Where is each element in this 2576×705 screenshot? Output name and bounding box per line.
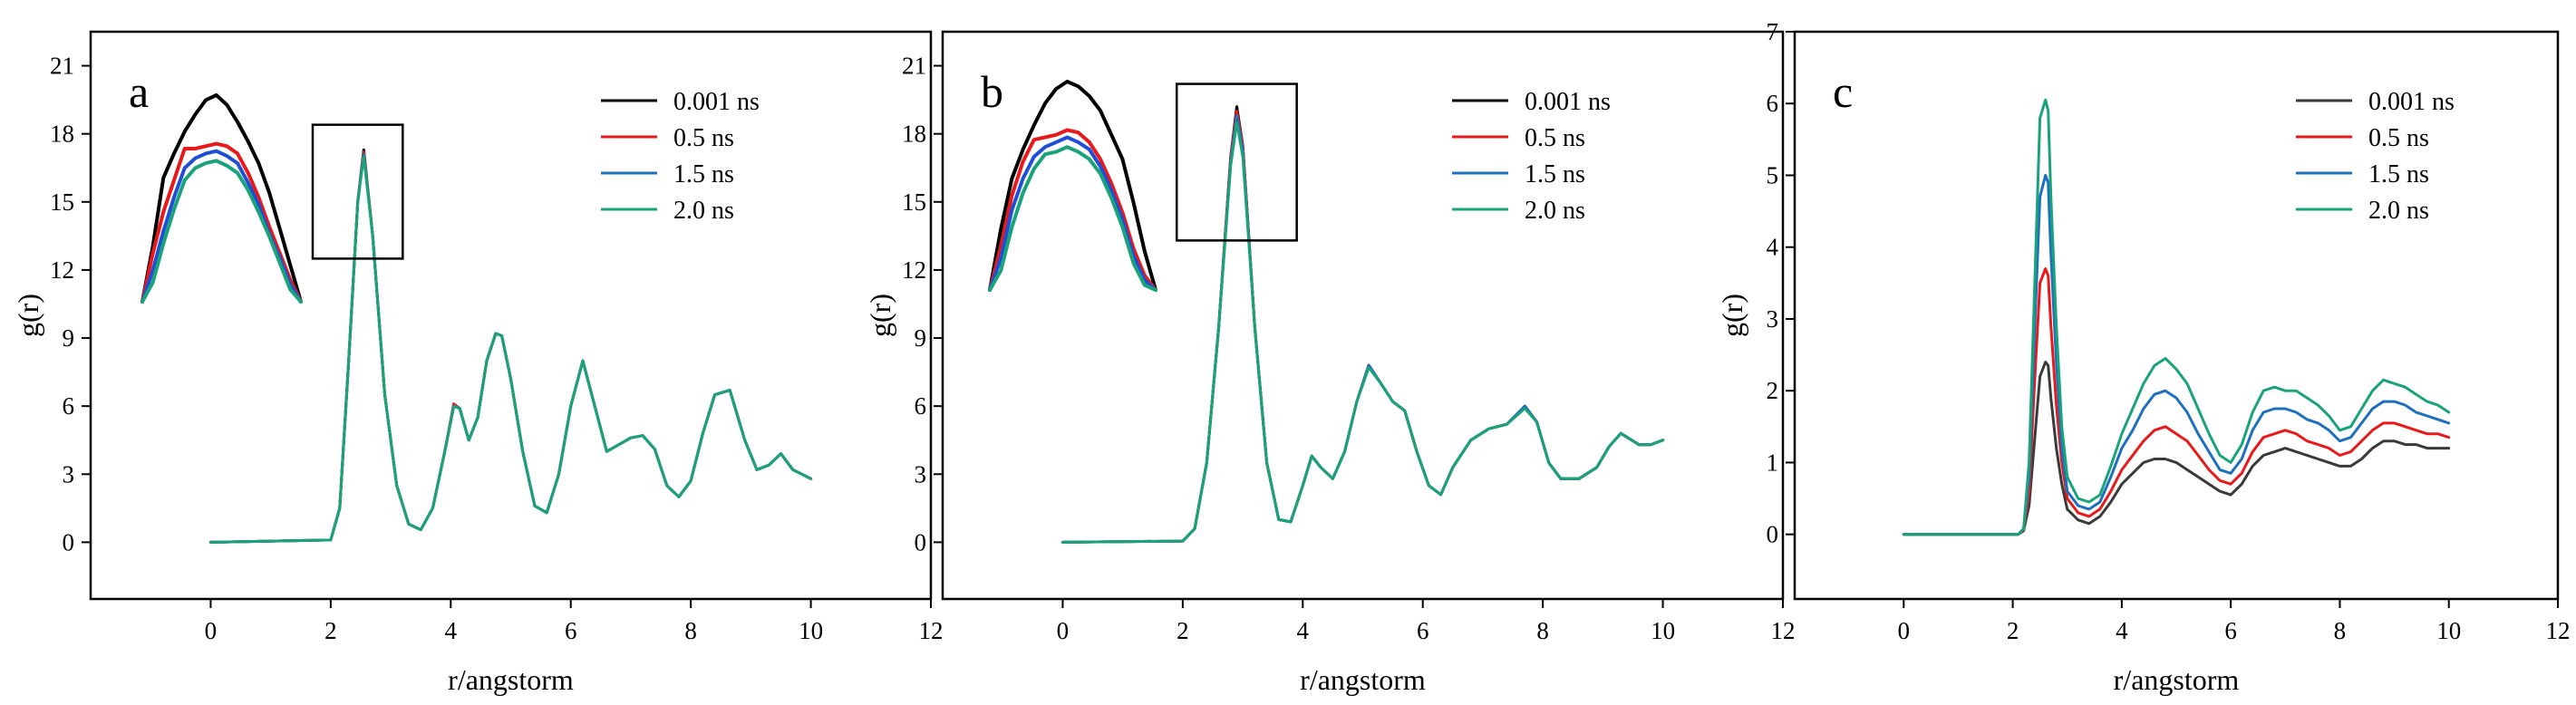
y-tick-label: 2 <box>1767 377 1779 404</box>
y-tick-label: 6 <box>1767 90 1779 117</box>
y-tick-label: 0 <box>63 528 75 555</box>
series-line-1-5ns <box>1902 174 2451 536</box>
x-tick-label: 0 <box>1057 617 1070 644</box>
y-tick-label: 0 <box>1767 521 1779 548</box>
plot-frame <box>941 30 1785 601</box>
legend-label: 0.001 ns <box>2368 88 2455 116</box>
inset-line-0-5ns <box>988 128 1157 292</box>
inset-line-1-5ns <box>988 135 1157 292</box>
x-tick-label: 6 <box>1417 617 1429 644</box>
y-tick-label: 12 <box>902 256 926 284</box>
x-tick-label: 12 <box>2546 617 2571 644</box>
legend-label: 1.5 ns <box>673 160 734 188</box>
inset-line-0-001ns <box>988 80 1157 292</box>
y-tick-label: 3 <box>1767 305 1779 333</box>
y-tick-label: 0 <box>915 528 927 555</box>
x-tick-label: 0 <box>205 617 218 644</box>
y-tick-label: 18 <box>902 121 926 148</box>
x-tick-label: 8 <box>2334 617 2347 644</box>
legend-label: 0.5 ns <box>2368 124 2429 152</box>
x-axis-label: r/angstorm <box>2114 663 2240 696</box>
plot-frame <box>89 30 933 601</box>
legend-label: 1.5 ns <box>2368 160 2429 188</box>
panel-label: c <box>1833 66 1853 117</box>
legend-label: 2.0 ns <box>1525 197 1585 225</box>
y-tick-label: 21 <box>50 53 74 80</box>
y-tick-label: 21 <box>902 53 926 80</box>
legend-label: 0.5 ns <box>1525 124 1585 152</box>
y-tick-label: 4 <box>1767 234 1779 261</box>
y-tick-label: 15 <box>50 188 74 216</box>
zoom-box <box>1175 82 1298 242</box>
y-tick-label: 6 <box>915 392 927 420</box>
y-tick-label: 9 <box>63 324 75 352</box>
inset-line-2-0ns <box>988 145 1157 292</box>
y-axis-label: g(r) <box>864 294 896 337</box>
legend-label: 0.001 ns <box>673 88 760 116</box>
y-tick-label: 15 <box>902 188 926 216</box>
x-tick-label: 6 <box>2224 617 2237 644</box>
x-axis-label: r/angstorm <box>448 663 574 696</box>
panel-label: b <box>981 66 1003 117</box>
x-axis-label: r/angstorm <box>1300 663 1426 696</box>
x-tick-label: 2 <box>2007 617 2019 644</box>
legend-label: 0.5 ns <box>673 124 734 152</box>
y-tick-label: 6 <box>63 392 75 420</box>
x-tick-label: 10 <box>2436 617 2461 644</box>
inset-line-2-0ns <box>140 159 303 304</box>
x-tick-label: 6 <box>565 617 577 644</box>
inset-line-0-001ns <box>140 93 303 304</box>
plot-frame <box>1793 30 2560 601</box>
y-tick-label: 3 <box>915 460 927 488</box>
x-tick-label: 4 <box>445 617 458 644</box>
y-tick-label: 5 <box>1767 161 1779 188</box>
series-line-0-001ns <box>1902 361 2451 536</box>
x-tick-label: 4 <box>1297 617 1310 644</box>
legend-label: 0.001 ns <box>1525 88 1611 116</box>
series-line-0-5ns <box>1902 267 2451 536</box>
series-line-2-0ns <box>1902 98 2451 536</box>
zoom-box <box>311 123 404 260</box>
y-axis-label: g(r) <box>1716 294 1748 337</box>
x-tick-label: 8 <box>1536 617 1549 644</box>
x-tick-label: 4 <box>2116 617 2128 644</box>
y-tick-label: 18 <box>50 121 74 148</box>
legend-label: 2.0 ns <box>673 197 734 225</box>
x-tick-label: 12 <box>1771 617 1796 644</box>
y-tick-label: 7 <box>1767 18 1779 45</box>
series-line-2-0ns <box>1060 121 1665 544</box>
y-tick-label: 1 <box>1767 449 1779 476</box>
legend-label: 2.0 ns <box>2368 197 2429 225</box>
x-tick-label: 12 <box>919 617 944 644</box>
x-tick-label: 8 <box>684 617 697 644</box>
y-tick-label: 9 <box>915 324 927 352</box>
x-tick-label: 2 <box>324 617 337 644</box>
legend-label: 1.5 ns <box>1525 160 1585 188</box>
panel-a: 0 2 4 6 8 10 12 0 3 6 9 12 15 18 21 r/angstorm g(r) a 0.00… <box>12 30 944 696</box>
series-line-2-0ns <box>208 155 813 544</box>
x-tick-label: 2 <box>1177 617 1189 644</box>
x-tick-label: 0 <box>1898 617 1911 644</box>
y-tick-label: 3 <box>63 460 75 488</box>
inset-line-0-5ns <box>140 141 303 304</box>
y-axis-label: g(r) <box>12 294 44 337</box>
x-tick-label: 10 <box>1651 617 1675 644</box>
panel-label: a <box>129 66 149 117</box>
y-tick-label: 12 <box>50 256 74 284</box>
x-tick-label: 10 <box>799 617 823 644</box>
